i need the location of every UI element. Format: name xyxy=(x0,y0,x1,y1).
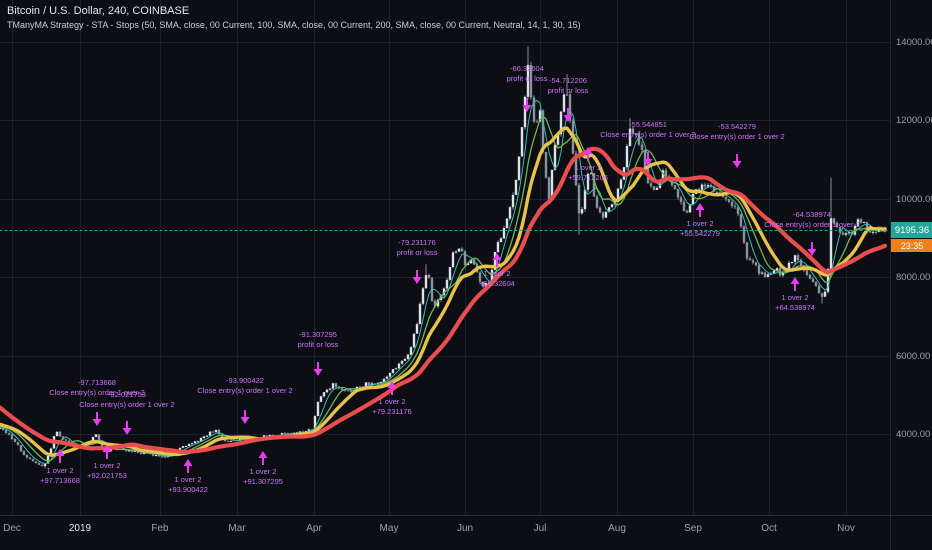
time-axis-label: Apr xyxy=(306,523,322,534)
price-axis[interactable]: 14000.00 12000.00 10000.00 8000.00 6000.00 40… xyxy=(890,0,932,515)
time-axis-label: Mar xyxy=(228,523,246,534)
time-axis-label: Aug xyxy=(608,523,626,534)
strategy-title[interactable]: TManyMA Strategy - STA - Stops (50, SMA,… xyxy=(7,20,581,30)
symbol-title[interactable]: Bitcoin / U.S. Dollar, 240, COINBASE xyxy=(7,5,190,17)
axis-corner xyxy=(890,515,932,550)
time-axis-label: Nov xyxy=(837,523,855,534)
price-axis-label: 4000.00 xyxy=(896,429,931,440)
price-axis-label: 12000.00 xyxy=(896,115,932,127)
time-axis-label: Dec xyxy=(3,523,21,534)
time-axis-label: 2019 xyxy=(68,523,92,534)
time-axis-label: Sep xyxy=(684,523,702,534)
time-axis-label: Feb xyxy=(151,523,169,534)
last-price-badge: 9195.36 xyxy=(891,222,932,239)
countdown-value: 23:35 xyxy=(900,240,924,251)
price-axis-label: 14000.00 xyxy=(896,37,932,48)
time-axis-label: May xyxy=(379,523,399,534)
time-axis[interactable]: Dec 2019 Feb Mar Apr May Jun Jul Aug Sep Oct Nov xyxy=(0,515,890,550)
price-axis-label: 6000.00 xyxy=(896,350,931,362)
time-axis-label: Jun xyxy=(456,523,474,534)
last-price-value: 9195.36 xyxy=(894,224,930,236)
chart-legend: Bitcoin / U.S. Dollar, 240, COINBASE TMa… xyxy=(7,5,581,30)
price-axis-label: 8000.00 xyxy=(896,272,931,284)
time-axis-label: Oct xyxy=(761,523,777,534)
price-axis-label: 10000.00 xyxy=(896,193,932,205)
price-chart-canvas[interactable] xyxy=(0,0,890,515)
time-axis-label: Jul xyxy=(533,523,547,534)
bar-countdown-badge: 23:35 xyxy=(891,239,932,253)
chart-plot-area[interactable]: Bitcoin / U.S. Dollar, 240, COINBASE TMa… xyxy=(0,0,890,515)
